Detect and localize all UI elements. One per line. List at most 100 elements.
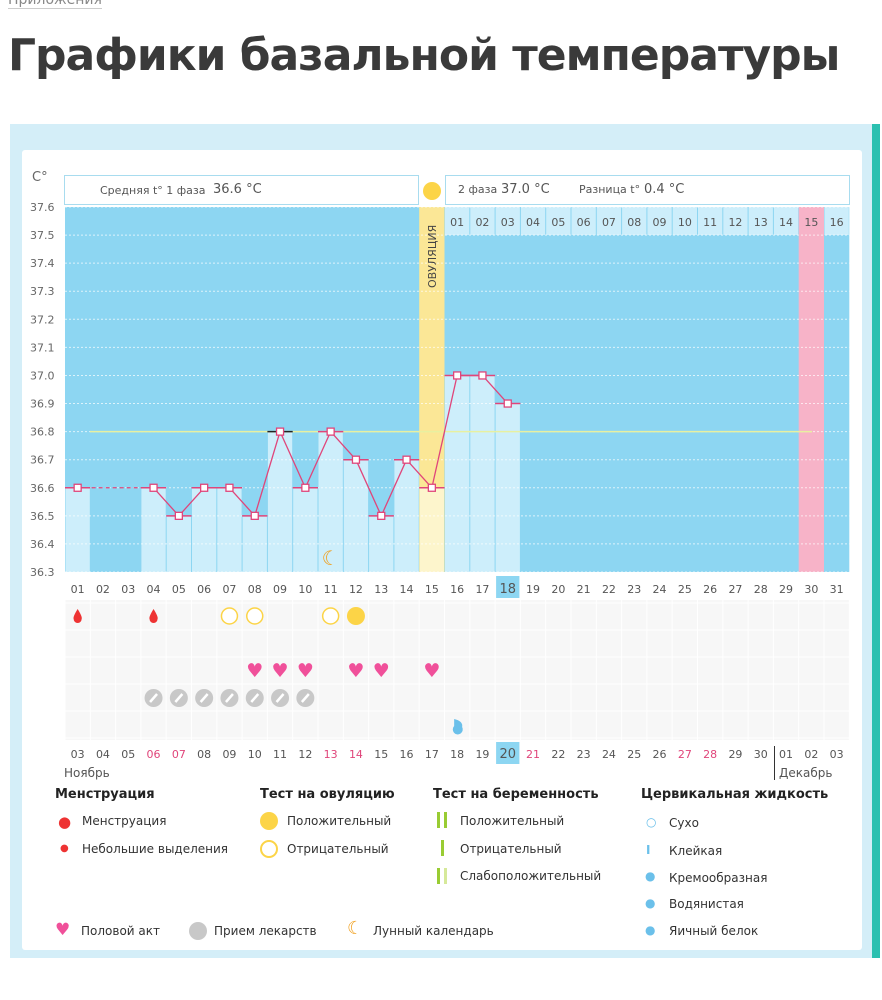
pink-column xyxy=(798,207,824,572)
temperature-point xyxy=(427,483,437,492)
blood-drop-icon: ● xyxy=(58,813,72,831)
temperature-bar xyxy=(192,487,217,572)
temperature-point xyxy=(174,511,184,520)
ovulation-negative-icon xyxy=(220,607,239,625)
cycle-day-label: 08 xyxy=(248,583,262,596)
temperature-segment xyxy=(406,459,433,489)
cycle-day-label: 02 xyxy=(96,583,110,596)
cycle-day-label: 20 xyxy=(551,583,565,596)
y-tick-label: 36.6 xyxy=(30,482,55,495)
diff-label: Разница t° xyxy=(579,183,641,196)
pregnancy-positive-icon xyxy=(437,812,440,828)
temperature-segment xyxy=(178,487,205,517)
phase2-day-cell xyxy=(622,207,647,235)
calendar-date-label: 21 xyxy=(526,748,540,761)
scrollbar[interactable] xyxy=(872,124,880,958)
heart-icon: ♥ xyxy=(246,660,263,682)
calendar-date-label: 26 xyxy=(653,748,667,761)
temperature-point xyxy=(275,427,285,436)
temperature-point xyxy=(478,371,487,380)
blood-drop-icon xyxy=(149,609,158,623)
calendar-date-label: 25 xyxy=(627,748,641,761)
pill-icon-stripe xyxy=(149,693,158,703)
y-tick-label: 37.0 xyxy=(30,369,55,382)
temperature-segment xyxy=(279,431,306,489)
phase1-value: 36.6 °С xyxy=(213,182,262,197)
blood-drop-icon xyxy=(73,609,82,623)
legend-menstr-heading: Менструация xyxy=(55,787,155,802)
cycle-day-label: 28 xyxy=(754,583,768,596)
phase2-day-label: 15 xyxy=(804,216,818,229)
dry-icon: ○ xyxy=(646,815,657,829)
calendar-date-label: 04 xyxy=(96,748,110,761)
cycle-day-label: 11 xyxy=(324,583,338,596)
calendar-date-label: 29 xyxy=(728,748,742,761)
temperature-bar xyxy=(267,431,293,572)
cycle-day-label: 07 xyxy=(222,583,236,596)
temperature-segment xyxy=(254,431,281,517)
phase2-day-label: 03 xyxy=(501,216,515,229)
eggwhite-icon: ● xyxy=(645,923,656,937)
temperature-bar xyxy=(419,487,444,572)
cycle-day-label: 18 xyxy=(499,582,516,597)
calendar-date-label: 27 xyxy=(678,748,692,761)
phase2-day-cell xyxy=(698,207,723,235)
phase2-day-cell xyxy=(723,207,748,235)
phase2-value: 37.0 °С xyxy=(501,182,550,197)
moon-icon: ☾ xyxy=(347,918,364,939)
cycle-day-label: 24 xyxy=(653,583,667,596)
temperature-point xyxy=(225,483,234,492)
calendar-date-label: 07 xyxy=(172,748,186,761)
breadcrumb[interactable]: Приложения xyxy=(8,0,102,9)
legend-dry: Сухо xyxy=(669,816,699,830)
cycle-day-label: 12 xyxy=(349,583,363,596)
heart-icon: ♥ xyxy=(297,660,314,682)
cycle-day-label: 09 xyxy=(273,583,287,596)
legend-preg-positive: Положительный xyxy=(460,814,565,828)
temperature-point xyxy=(73,483,82,492)
temperature-point xyxy=(402,455,411,464)
pregnancy-negative-icon xyxy=(441,840,444,856)
phase2-day-label: 04 xyxy=(526,216,540,229)
phase1-header: Средняя t° 1 фаза 36.6 °С xyxy=(64,175,419,205)
temperature-point xyxy=(503,399,512,408)
ovulation-header xyxy=(420,175,445,205)
calendar-date-label: 18 xyxy=(450,748,464,761)
month-divider xyxy=(774,746,775,780)
calendar-date-label: 10 xyxy=(248,748,262,761)
calendar-date-label: 11 xyxy=(273,748,287,761)
cycle-day-label: 31 xyxy=(830,583,844,596)
highlight-day-bg xyxy=(496,576,520,598)
calendar-date-label: 17 xyxy=(425,748,439,761)
calendar-date-label: 05 xyxy=(121,748,135,761)
creamy-icon: ● xyxy=(645,869,656,883)
legend-ovu-positive: Положительный xyxy=(287,814,392,828)
legend-medication: Прием лекарств xyxy=(214,924,317,938)
pill-icon-stripe xyxy=(300,693,310,703)
phase2-day-cell xyxy=(799,207,824,235)
calendar-date-label: 20 xyxy=(499,747,516,762)
y-tick-label: 36.4 xyxy=(30,538,55,551)
phase1-label: Средняя t° 1 фаза xyxy=(100,184,206,197)
heart-icon: ♥ xyxy=(373,660,390,682)
phase2-day-cell xyxy=(445,207,470,235)
today-bg xyxy=(496,742,520,764)
y-tick-label: 37.2 xyxy=(30,313,55,326)
cycle-day-label: 25 xyxy=(678,583,692,596)
phase2-day-label: 08 xyxy=(627,216,641,229)
cycle-day-label: 03 xyxy=(121,583,135,596)
legend-preg-weak: Слабоположительный xyxy=(460,869,602,883)
cycle-day-label: 19 xyxy=(526,583,540,596)
phase2-day-label: 02 xyxy=(475,216,489,229)
temperature-bar xyxy=(445,375,470,572)
phase2-day-cell xyxy=(495,207,520,235)
calendar-date-label: 03 xyxy=(71,748,85,761)
y-tick-label: 37.5 xyxy=(30,229,55,242)
temperature-point xyxy=(351,455,361,464)
temperature-segment xyxy=(228,487,256,517)
calendar-date-label: 14 xyxy=(349,748,363,761)
temperature-segment xyxy=(481,375,509,404)
ovulation-positive-icon xyxy=(346,607,365,625)
symptom-grid xyxy=(65,600,850,740)
